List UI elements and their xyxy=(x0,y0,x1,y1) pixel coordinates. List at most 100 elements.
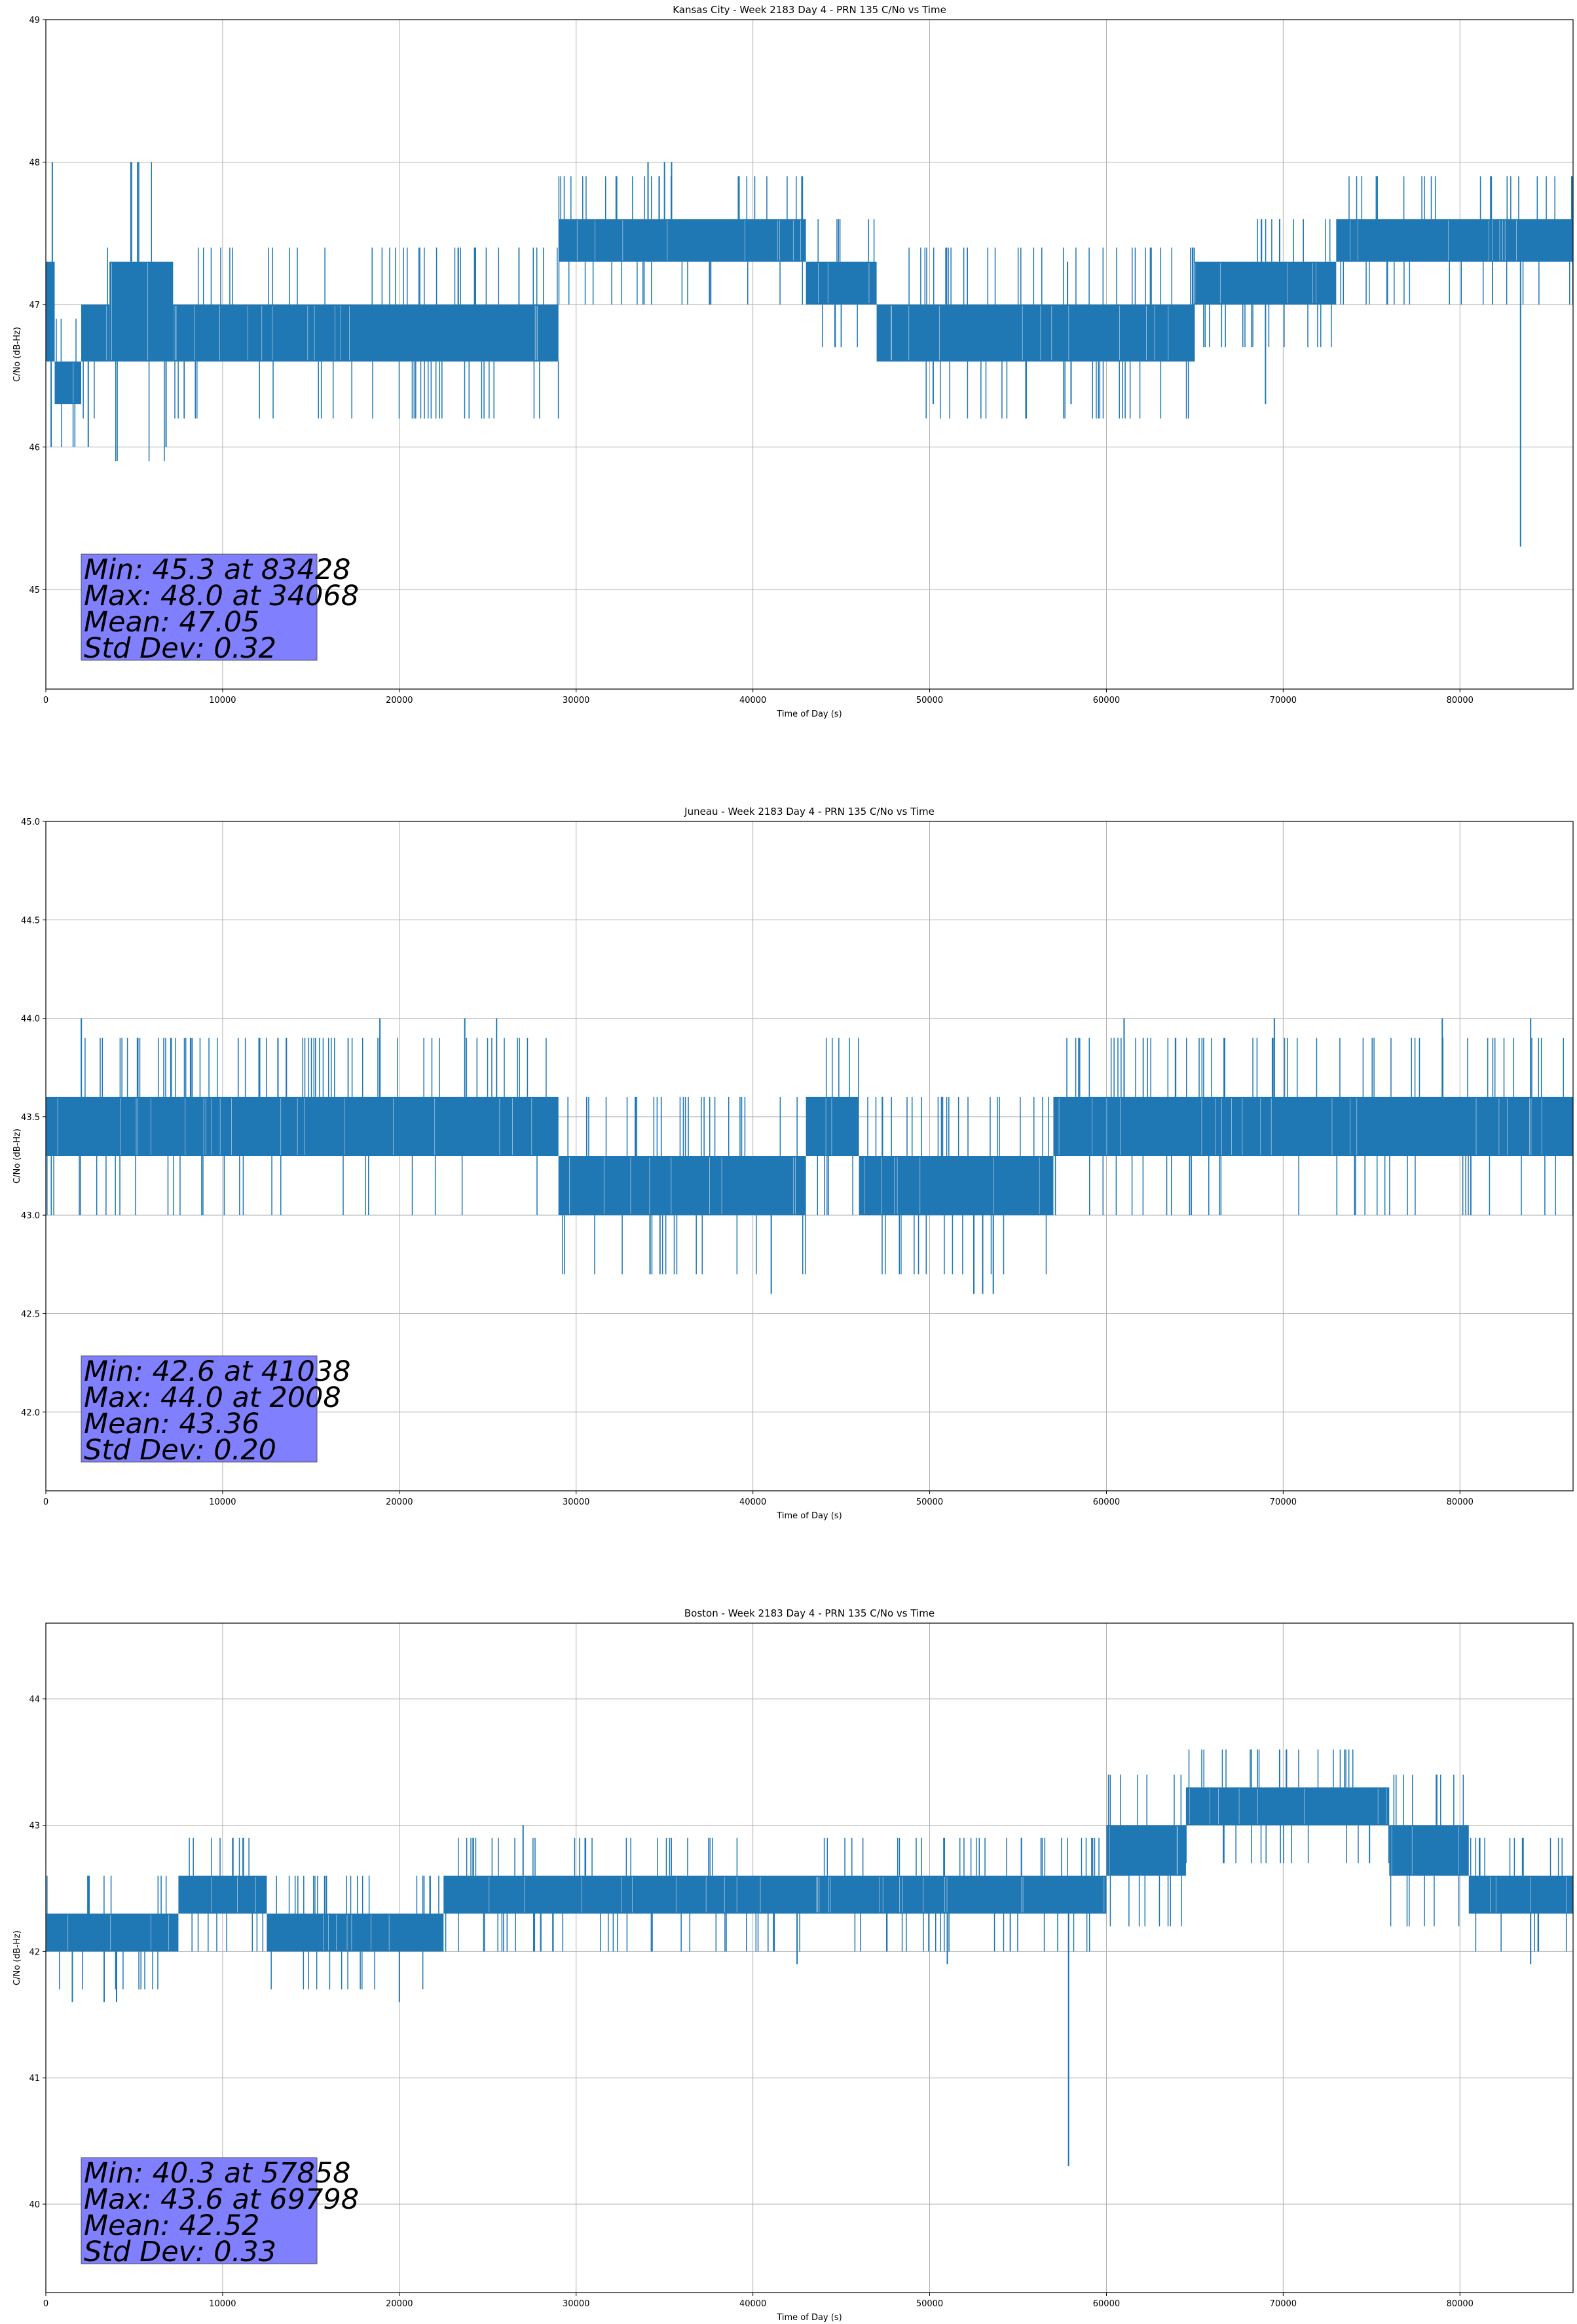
data-band xyxy=(443,1875,1107,1914)
chart-title: Boston - Week 2183 Day 4 - PRN 135 C/No … xyxy=(684,1607,935,1619)
stats-std: Std Dev: 0.33 xyxy=(84,2236,276,2268)
stats-mean: Mean: 47.05 xyxy=(84,606,259,639)
y-tick-label: 41 xyxy=(29,2074,40,2084)
y-tick-label: 49 xyxy=(29,16,40,26)
chart-panel-1: Kansas City - Week 2183 Day 4 - PRN 135 … xyxy=(12,4,1574,719)
chart-title: Kansas City - Week 2183 Day 4 - PRN 135 … xyxy=(673,4,946,16)
stats-std: Std Dev: 0.20 xyxy=(84,1434,276,1467)
y-axis-label: C/No (dB-Hz) xyxy=(12,1930,22,1985)
x-tick-label: 20000 xyxy=(386,2299,413,2309)
y-tick-label: 47 xyxy=(29,301,40,310)
y-tick-label: 42.0 xyxy=(21,1408,40,1418)
y-tick-label: 44 xyxy=(29,1695,40,1705)
stats-mean: Mean: 42.52 xyxy=(84,2209,259,2242)
x-axis-label: Time of Day (s) xyxy=(776,709,842,719)
data-band xyxy=(1053,1096,1573,1156)
x-tick-label: 50000 xyxy=(916,696,943,705)
x-tick-label: 0 xyxy=(43,696,48,705)
x-tick-label: 30000 xyxy=(563,2299,589,2309)
data-band xyxy=(806,1096,859,1156)
axes-frame xyxy=(45,821,1574,1491)
x-tick-label: 70000 xyxy=(1270,1497,1297,1507)
x-tick-label: 10000 xyxy=(209,696,236,705)
chart-panel-3: Boston - Week 2183 Day 4 - PRN 135 C/No … xyxy=(12,1607,1574,2323)
cno-series xyxy=(45,1749,1573,2167)
y-tick-label: 42.5 xyxy=(21,1309,40,1319)
x-tick-label: 10000 xyxy=(209,2299,236,2309)
data-band xyxy=(267,1913,444,1952)
x-tick-label: 0 xyxy=(43,1497,48,1507)
data-band xyxy=(46,1913,179,1952)
data-band xyxy=(558,1156,806,1216)
data-band xyxy=(1106,1825,1186,1876)
x-tick-label: 40000 xyxy=(739,1497,766,1507)
stats-mean: Mean: 43.36 xyxy=(84,1408,259,1440)
x-tick-label: 30000 xyxy=(563,1497,589,1507)
data-band xyxy=(1389,1825,1469,1876)
x-tick-label: 60000 xyxy=(1093,1497,1120,1507)
data-band xyxy=(178,1875,267,1914)
data-band xyxy=(859,1156,1054,1216)
data-band xyxy=(806,261,877,305)
data-band xyxy=(81,304,110,362)
stats-box xyxy=(81,2157,318,2264)
y-tick-label: 44.0 xyxy=(21,1015,40,1024)
x-tick-label: 0 xyxy=(43,2299,48,2309)
chart-panel-2: Juneau - Week 2183 Day 4 - PRN 135 C/No … xyxy=(12,806,1574,1521)
stats-min: Min: 40.3 at 57858 xyxy=(84,2157,351,2190)
x-tick-label: 20000 xyxy=(386,1497,413,1507)
y-axis-label: C/No (dB-Hz) xyxy=(12,1129,22,1184)
data-band xyxy=(1195,261,1337,305)
x-tick-label: 20000 xyxy=(386,696,413,705)
x-tick-label: 80000 xyxy=(1447,2299,1474,2309)
data-band xyxy=(46,1096,559,1156)
x-tick-label: 70000 xyxy=(1270,2299,1297,2309)
y-axis-label: C/No (dB-Hz) xyxy=(12,327,22,382)
cno-series xyxy=(46,1018,1574,1294)
stats-min: Min: 45.3 at 83428 xyxy=(84,553,351,586)
data-band xyxy=(1185,1787,1390,1826)
data-band xyxy=(1468,1875,1573,1914)
chart-title: Juneau - Week 2183 Day 4 - PRN 135 C/No … xyxy=(684,806,935,817)
x-axis-label: Time of Day (s) xyxy=(776,1511,842,1521)
stats-box xyxy=(81,553,318,661)
y-tick-label: 45.0 xyxy=(21,817,40,827)
y-tick-label: 42 xyxy=(29,1947,40,1957)
x-tick-label: 50000 xyxy=(916,1497,943,1507)
data-band xyxy=(173,304,559,362)
x-tick-label: 60000 xyxy=(1093,2299,1120,2309)
data-band xyxy=(46,261,55,362)
x-axis-label: Time of Day (s) xyxy=(776,2313,842,2323)
x-tick-label: 70000 xyxy=(1270,696,1297,705)
x-tick-label: 30000 xyxy=(563,696,589,705)
cno-series xyxy=(46,162,1574,547)
y-tick-label: 43.5 xyxy=(21,1113,40,1123)
data-band xyxy=(1336,219,1573,262)
stats-max: Max: 44.0 at 2008 xyxy=(84,1381,341,1414)
stats-max: Max: 48.0 at 34068 xyxy=(84,580,359,612)
stats-max: Max: 43.6 at 69798 xyxy=(84,2183,359,2216)
y-tick-label: 43 xyxy=(29,1822,40,1831)
x-tick-label: 10000 xyxy=(209,1497,236,1507)
data-band xyxy=(109,261,174,362)
data-band xyxy=(876,304,1195,362)
y-tick-label: 44.5 xyxy=(21,916,40,926)
axes-frame xyxy=(45,19,1574,690)
axes-frame xyxy=(45,1622,1574,2293)
y-tick-label: 46 xyxy=(29,443,40,453)
x-tick-label: 50000 xyxy=(916,2299,943,2309)
y-tick-label: 48 xyxy=(29,158,40,168)
stats-std: Std Dev: 0.32 xyxy=(84,632,276,665)
x-tick-label: 80000 xyxy=(1447,696,1474,705)
x-tick-label: 80000 xyxy=(1447,1497,1474,1507)
x-tick-label: 40000 xyxy=(739,2299,766,2309)
y-tick-label: 45 xyxy=(29,586,40,595)
stats-min: Min: 42.6 at 41038 xyxy=(84,1355,351,1388)
data-band xyxy=(558,219,806,262)
y-tick-label: 43.0 xyxy=(21,1211,40,1221)
data-band xyxy=(54,361,81,405)
x-tick-label: 40000 xyxy=(739,696,766,705)
x-tick-label: 60000 xyxy=(1093,696,1120,705)
y-tick-label: 40 xyxy=(29,2200,40,2210)
